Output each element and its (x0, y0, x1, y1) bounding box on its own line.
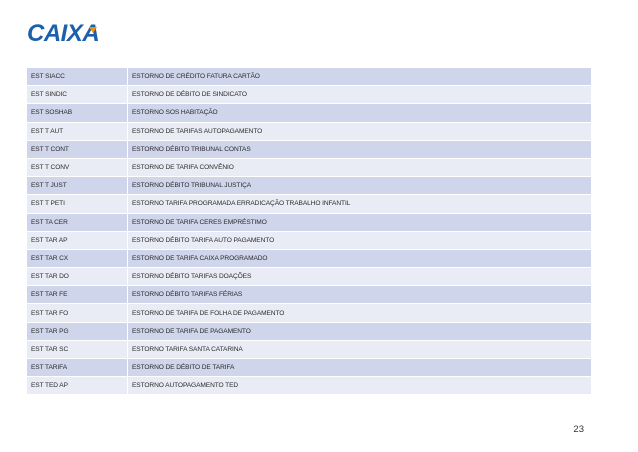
table-row: EST T CONT ESTORNO DÉBITO TRIBUNAL CONTAS (27, 140, 591, 159)
row-description: ESTORNO DÉBITO TRIBUNAL JUSTIÇA (127, 176, 591, 196)
table-row: EST TAR PG ESTORNO DE TARIFA DE PAGAMENTO (27, 322, 591, 341)
row-description: ESTORNO DE TARIFA DE FOLHA DE PAGAMENTO (127, 303, 591, 323)
table-row: EST TAR FE ESTORNO DÉBITO TARIFAS FÉRIAS (27, 285, 591, 305)
row-code: EST SIACC (27, 68, 128, 87)
row-code: EST SOSHAB (27, 103, 128, 123)
table-row: EST TED AP ESTORNO AUTOPAGAMENTO TED (27, 376, 591, 396)
row-description: ESTORNO DÉBITO TARIFAS DOAÇÕES (127, 267, 591, 287)
row-description: ESTORNO TARIFA SANTA CATARINA (127, 340, 591, 360)
row-code: EST TARIFA (27, 358, 128, 378)
row-description: ESTORNO TARIFA PROGRAMADA ERRADICAÇÃO TR… (127, 194, 591, 214)
row-code: EST T AUT (27, 122, 128, 141)
row-code: EST T CONV (27, 158, 128, 178)
row-code: EST TAR CX (27, 249, 128, 269)
row-description: ESTORNO DE TARIFA CONVÊNIO (127, 158, 591, 178)
row-code: EST TAR PG (27, 322, 128, 341)
row-description: ESTORNO AUTOPAGAMENTO TED (127, 376, 591, 396)
table-row: EST T AUT ESTORNO DE TARIFAS AUTOPAGAMENT… (27, 122, 591, 141)
row-code: EST TED AP (27, 376, 128, 396)
transaction-codes-table: EST SIACC ESTORNO DE CRÉDITO FATURA CARTÃ… (27, 68, 591, 396)
row-code: EST T CONT (27, 140, 128, 159)
table-row: EST TAR CX ESTORNO DE TARIFA CAIXA PROGRA… (27, 249, 591, 269)
logo-x-accent (89, 27, 97, 33)
row-code: EST TAR FE (27, 285, 128, 305)
caixa-logo: CAIXA (27, 19, 119, 45)
row-description: ESTORNO DÉBITO TARIFAS FÉRIAS (127, 285, 591, 305)
row-description: ESTORNO DE TARIFA CAIXA PROGRAMADO (127, 249, 591, 269)
table-row: EST SOSHAB ESTORNO SOS HABITAÇÃO (27, 103, 591, 123)
row-code: EST TAR AP (27, 231, 128, 250)
table-row: EST SIACC ESTORNO DE CRÉDITO FATURA CARTÃ… (27, 68, 591, 87)
logo-text: CAIXA (27, 20, 99, 45)
row-code: EST T JUST (27, 176, 128, 196)
row-code: EST SINDIC (27, 85, 128, 105)
row-description: ESTORNO DE TARIFAS AUTOPAGAMENTO (127, 122, 591, 141)
page-number: 23 (573, 424, 584, 435)
row-code: EST TAR SC (27, 340, 128, 360)
table-row: EST TARIFA ESTORNO DE DÉBITO DE TARIFA (27, 358, 591, 378)
row-description: ESTORNO SOS HABITAÇÃO (127, 103, 591, 123)
row-description: ESTORNO DÉBITO TRIBUNAL CONTAS (127, 140, 591, 159)
row-description: ESTORNO DE DÉBITO DE SINDICATO (127, 85, 591, 105)
table-row: EST T CONV ESTORNO DE TARIFA CONVÊNIO (27, 158, 591, 178)
table-row: EST TA CER ESTORNO DE TARIFA CERES EMPRÉS… (27, 213, 591, 232)
row-code: EST TAR FO (27, 303, 128, 323)
table-row: EST TAR FO ESTORNO DE TARIFA DE FOLHA DE … (27, 303, 591, 323)
row-description: ESTORNO DE TARIFA DE PAGAMENTO (127, 322, 591, 341)
row-description: ESTORNO DÉBITO TARIFA AUTO PAGAMENTO (127, 231, 591, 250)
table-row: EST TAR AP ESTORNO DÉBITO TARIFA AUTO PAG… (27, 231, 591, 250)
row-description: ESTORNO DE DÉBITO DE TARIFA (127, 358, 591, 378)
row-description: ESTORNO DE TARIFA CERES EMPRÉSTIMO (127, 213, 591, 232)
row-code: EST TAR DO (27, 267, 128, 287)
table-row: EST T PETI ESTORNO TARIFA PROGRAMADA ERRA… (27, 194, 591, 214)
row-code: EST T PETI (27, 194, 128, 214)
row-code: EST TA CER (27, 213, 128, 232)
table-row: EST TAR SC ESTORNO TARIFA SANTA CATARINA (27, 340, 591, 360)
table-row: EST T JUST ESTORNO DÉBITO TRIBUNAL JUSTIÇ… (27, 176, 591, 196)
table-row: EST SINDIC ESTORNO DE DÉBITO DE SINDICATO (27, 85, 591, 105)
row-description: ESTORNO DE CRÉDITO FATURA CARTÃO (127, 68, 591, 87)
table-row: EST TAR DO ESTORNO DÉBITO TARIFAS DOAÇÕES (27, 267, 591, 287)
